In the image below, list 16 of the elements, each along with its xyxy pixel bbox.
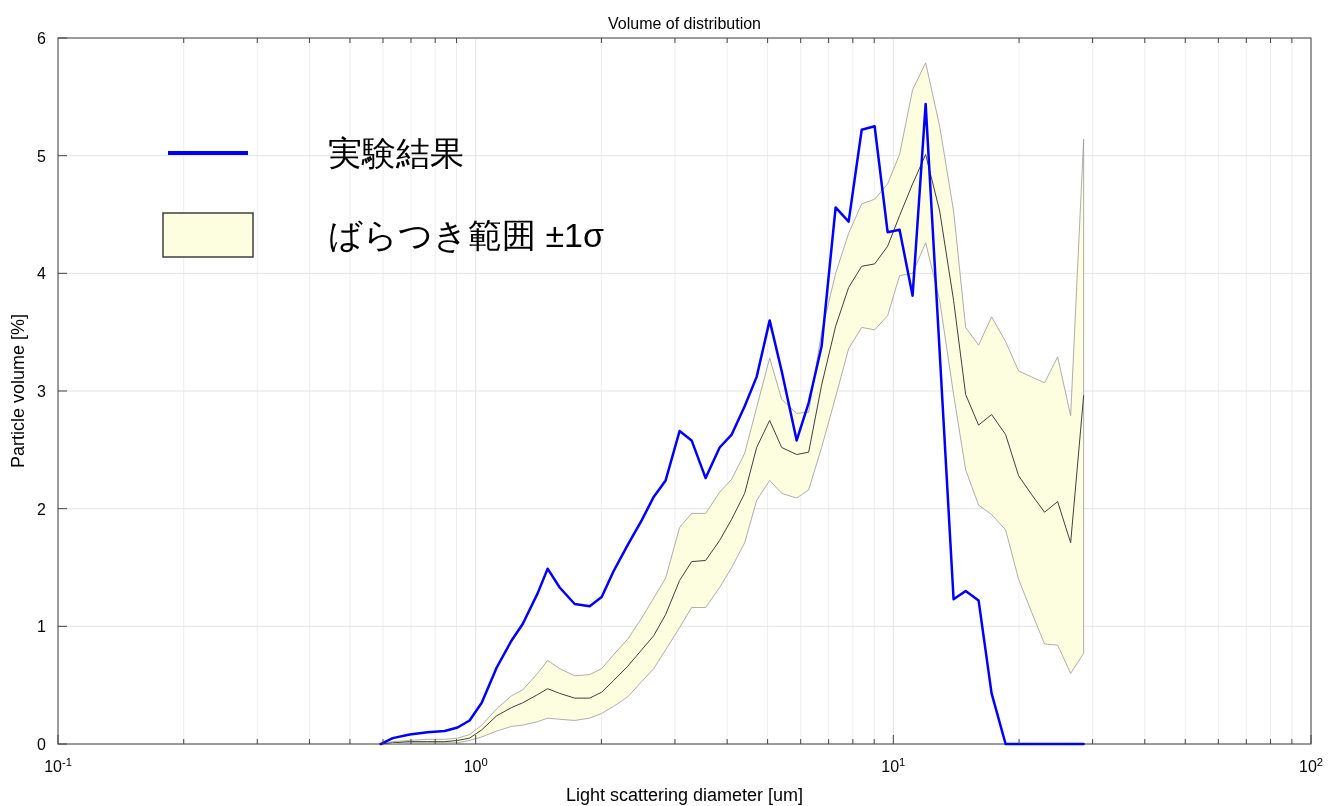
x-tick-label: 10$^{1}$ [881,756,906,775]
chart-title: Volume of distribution [608,15,761,32]
y-tick-label: 5 [37,147,47,165]
legend-label: 実験結果 [328,134,464,172]
y-tick-label: 2 [37,500,47,518]
x-tick-label: 10$^{2}$ [1298,756,1324,775]
y-tick-label: 6 [37,30,47,47]
y-tick-label: 1 [37,618,47,636]
y-tick-label: 4 [37,265,47,283]
x-axis-title: Light scattering diameter [um] [565,785,804,805]
y-tick-label: 0 [37,736,47,753]
y-axis-title: Particle volume [%] [8,313,28,469]
y-tick-label: 3 [37,383,47,400]
legend-label: ばらつき範囲 ±1σ [328,216,605,254]
x-tick-label: 10$^{-1}$ [44,756,72,775]
x-tick-label: 10$^{0}$ [463,756,488,775]
